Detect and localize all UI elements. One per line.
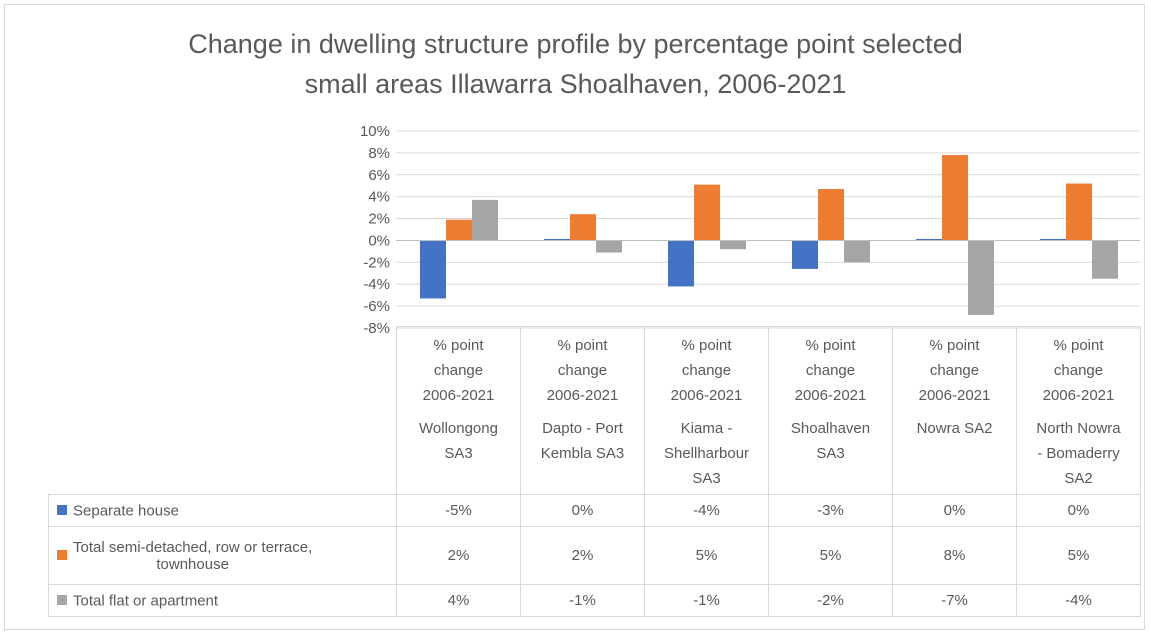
table-row: Total flat or apartment 4% -1% -1% -2% -7% -4% — [48, 584, 1141, 617]
legend-key — [57, 504, 67, 515]
data-label: 0% — [1016, 494, 1141, 527]
series-name: Total flat or apartment — [73, 592, 219, 610]
data-label: 5% — [644, 526, 769, 585]
table-row: Separate house -5% 0% -4% -3% 0% 0% — [48, 494, 1141, 527]
category-measure: % point change 2006-2021 — [670, 337, 743, 404]
y-tick-label: 10% — [360, 123, 390, 140]
table-row: Total semi-detached, row or terrace, town… — [48, 526, 1141, 585]
category-header: % point change 2006-2021 Wollongong SA3 — [396, 326, 521, 495]
data-label: 2% — [396, 526, 521, 585]
data-label: -3% — [768, 494, 893, 527]
bar — [818, 189, 844, 241]
bar — [668, 240, 694, 287]
y-tick-label: -6% — [363, 298, 390, 315]
data-label: -2% — [768, 584, 893, 617]
bar — [694, 184, 720, 241]
y-tick-label: 4% — [368, 189, 390, 206]
data-label: 5% — [1016, 526, 1141, 585]
data-label: 8% — [892, 526, 1017, 585]
category-label: Nowra SA2 — [916, 420, 993, 437]
category-measure: % point change 2006-2021 — [918, 337, 991, 404]
chart-title: Change in dwelling structure profile by … — [0, 24, 1151, 104]
series-name: Total semi-detached, row or terrace, town… — [73, 538, 313, 573]
table-corner — [48, 326, 397, 495]
bar — [968, 240, 994, 315]
category-measure: % point change 2006-2021 — [794, 337, 867, 404]
data-label: 2% — [520, 526, 645, 585]
y-tick-label: 8% — [368, 145, 390, 162]
bar — [596, 240, 622, 253]
bar — [472, 199, 498, 241]
chart-title-line-2: small areas Illawarra Shoalhaven, 2006-2… — [304, 69, 847, 99]
series-name: Separate house — [73, 502, 179, 520]
category-header: % point change 2006-2021 Nowra SA2 — [892, 326, 1017, 495]
category-measure: % point change 2006-2021 — [1042, 337, 1115, 404]
category-label: North Nowra - Bomaderry SA2 — [1036, 420, 1121, 487]
y-tick-label: -2% — [363, 254, 390, 271]
y-tick-label: 0% — [368, 232, 390, 249]
bar — [792, 240, 818, 269]
category-measure: % point change 2006-2021 — [546, 337, 619, 404]
gridlines — [396, 130, 1140, 329]
legend-key — [57, 549, 67, 560]
series-legend-cell: Total semi-detached, row or terrace, town… — [48, 526, 397, 585]
bars — [420, 155, 1118, 315]
table-header-row: % point change 2006-2021 Wollongong SA3% poi… — [48, 326, 1141, 495]
category-header: % point change 2006-2021 Dapto - Port Kembla… — [520, 326, 645, 495]
data-label: -7% — [892, 584, 1017, 617]
y-tick-label: -4% — [363, 276, 390, 293]
bar — [720, 240, 746, 250]
data-table: % point change 2006-2021 Wollongong SA3% poi… — [48, 326, 1141, 617]
data-label: -4% — [644, 494, 769, 527]
bar — [1092, 240, 1118, 279]
data-label: -1% — [520, 584, 645, 617]
data-label: 5% — [768, 526, 893, 585]
bar — [1040, 238, 1066, 241]
series-legend-cell: Total flat or apartment — [48, 584, 397, 617]
bar — [844, 240, 870, 263]
bar — [446, 219, 472, 241]
category-label: Wollongong SA3 — [419, 420, 498, 462]
series-legend-cell: Separate house — [48, 494, 397, 527]
data-label: 4% — [396, 584, 521, 617]
category-label: Shoalhaven SA3 — [790, 420, 871, 462]
category-measure: % point change 2006-2021 — [422, 337, 495, 404]
bar — [916, 238, 942, 241]
category-header: % point change 2006-2021 Kiama - Shellharbou… — [644, 326, 769, 495]
data-label: -1% — [644, 584, 769, 617]
data-label: -5% — [396, 494, 521, 527]
category-label: Kiama - Shellharbour SA3 — [663, 420, 750, 487]
category-header: % point change 2006-2021 North Nowra - Bomad… — [1016, 326, 1141, 495]
category-label: Dapto - Port Kembla SA3 — [540, 420, 625, 462]
bar — [570, 214, 596, 241]
y-axis: 10%8%6%4%2%0%-2%-4%-6%-8% — [360, 123, 390, 337]
category-header: % point change 2006-2021 Shoalhaven SA3 — [768, 326, 893, 495]
bar — [942, 155, 968, 241]
data-label: 0% — [892, 494, 1017, 527]
bar — [544, 238, 570, 241]
y-tick-label: 2% — [368, 211, 390, 228]
data-label: -4% — [1016, 584, 1141, 617]
y-tick-label: 6% — [368, 167, 390, 184]
data-label: 0% — [520, 494, 645, 527]
bar — [420, 240, 446, 299]
bar — [1066, 183, 1092, 241]
chart-title-line-1: Change in dwelling structure profile by … — [188, 29, 963, 59]
legend-key — [57, 594, 67, 605]
